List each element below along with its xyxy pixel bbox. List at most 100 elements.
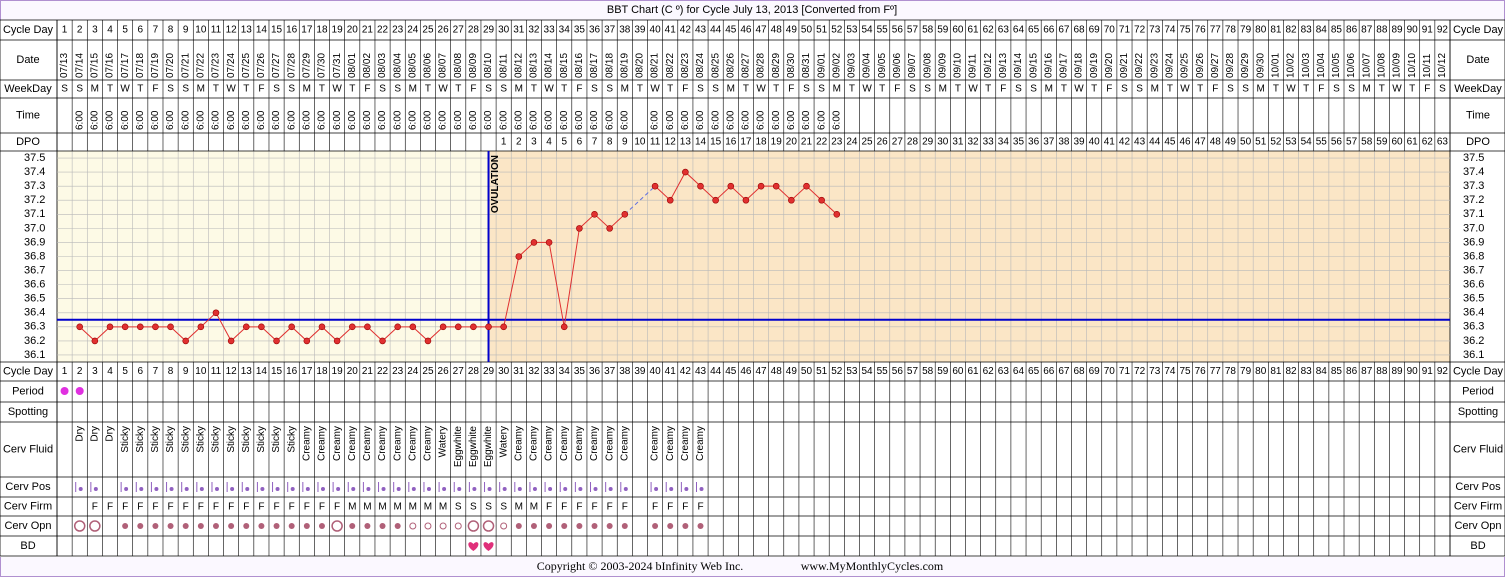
cerv-firm: F [591, 502, 597, 513]
dpo: 10 [634, 137, 646, 148]
weekday: W [544, 84, 554, 95]
cycle-day: 82 [1285, 366, 1297, 377]
cycle-day: 15 [271, 366, 283, 377]
cycle-day: 86 [1346, 25, 1358, 36]
date: 09/10 [953, 53, 964, 78]
cycle-day: 85 [1331, 25, 1343, 36]
time: 6:00 [120, 110, 131, 130]
cycle-day: 27 [453, 25, 465, 36]
cycle-day: 44 [710, 366, 722, 377]
time: 6:00 [423, 110, 434, 130]
y-tick-label: 36.6 [24, 279, 45, 291]
dpo: 1 [501, 137, 507, 148]
cerv-firm: F [546, 502, 552, 513]
cycle-day: 88 [1376, 25, 1388, 36]
date: 08/16 [574, 53, 585, 78]
weekday: T [425, 84, 431, 95]
temp-point [258, 323, 265, 331]
date: 09/13 [998, 53, 1009, 78]
row-label: BD [1470, 540, 1485, 552]
cerv-opn-icon [197, 523, 204, 529]
date: 10/01 [1271, 53, 1282, 78]
dpo: 13 [680, 137, 692, 148]
temp-point [772, 182, 780, 190]
row-label: Cerv Pos [5, 481, 51, 493]
cerv-opn-icon [591, 523, 598, 529]
cycle-day: 74 [1164, 366, 1176, 377]
cycle-day: 26 [438, 25, 450, 36]
y-tick-label: 37.5 [24, 152, 45, 164]
time: 6:00 [165, 110, 176, 130]
cycle-day: 39 [634, 25, 646, 36]
temp-point [500, 323, 507, 331]
dpo: 51 [1255, 137, 1267, 148]
cerv-firm: M [530, 502, 538, 513]
cerv-firm: F [622, 502, 628, 513]
cycle-day: 90 [1407, 25, 1419, 36]
weekday: F [576, 84, 582, 95]
cerv-opn-icon [652, 523, 659, 529]
cerv-firm: F [198, 502, 204, 513]
cerv-firm: F [107, 502, 113, 513]
dpo: 18 [756, 137, 768, 148]
dpo: 39 [1073, 137, 1085, 148]
dpo: 4 [546, 137, 552, 148]
cycle-day: 91 [1422, 25, 1434, 36]
y-tick-label: 36.9 [24, 236, 45, 248]
cerv-fluid: Sticky [226, 426, 237, 453]
dpo: 7 [592, 137, 598, 148]
temp-point [167, 323, 174, 331]
temp-point [788, 196, 795, 204]
date: 10/10 [1407, 53, 1418, 78]
weekday: T [985, 84, 991, 95]
date: 09/24 [1165, 53, 1176, 78]
weekday: W [120, 84, 130, 95]
date: 08/14 [544, 53, 555, 78]
time: 6:00 [544, 110, 555, 130]
row-label: Cycle Day [1453, 365, 1504, 377]
weekday: W [438, 84, 448, 95]
date: 09/26 [1195, 53, 1206, 78]
cycle-day: 18 [316, 25, 328, 36]
weekday: S [818, 84, 825, 95]
cerv-pos-icon [426, 487, 431, 491]
time: 6:00 [105, 110, 116, 130]
cycle-day: 67 [1058, 366, 1070, 377]
weekday: W [332, 84, 342, 95]
cycle-day: 80 [1255, 366, 1267, 377]
dpo: 46 [1179, 137, 1191, 148]
cycle-day: 82 [1285, 25, 1297, 36]
cycle-day: 8 [168, 25, 174, 36]
cycle-day: 58 [922, 366, 934, 377]
cycle-day: 36 [589, 366, 601, 377]
time: 6:00 [74, 110, 85, 130]
y-tick-label: 37.3 [1463, 180, 1484, 192]
date: 08/02 [362, 53, 373, 78]
temp-point [515, 253, 523, 260]
cycle-day: 37 [604, 366, 616, 377]
cerv-pos-icon [578, 487, 583, 491]
cerv-pos-icon [230, 487, 235, 491]
cycle-day: 86 [1346, 366, 1358, 377]
cycle-day: 76 [1195, 366, 1207, 377]
weekday: S [182, 84, 189, 95]
cycle-day: 83 [1301, 366, 1313, 377]
cycle-day: 68 [1073, 25, 1085, 36]
cerv-pos-icon [139, 487, 144, 491]
date: 10/07 [1361, 53, 1372, 78]
weekday: T [1303, 84, 1309, 95]
row-label: Cerv Opn [1454, 520, 1501, 532]
cycle-day: 18 [316, 366, 328, 377]
weekday: S [1030, 84, 1037, 95]
cerv-pos-icon [78, 487, 83, 491]
cerv-pos-icon [548, 487, 553, 491]
cerv-fluid: Sticky [241, 426, 252, 453]
row-label: Cerv Firm [4, 500, 52, 512]
date: 08/13 [529, 53, 540, 78]
date: 08/26 [725, 53, 736, 78]
y-tick-label: 37.4 [24, 166, 45, 178]
y-tick-label: 36.7 [1463, 264, 1484, 276]
temp-point [576, 225, 583, 232]
date: 09/09 [937, 53, 948, 78]
temp-point [152, 323, 159, 331]
